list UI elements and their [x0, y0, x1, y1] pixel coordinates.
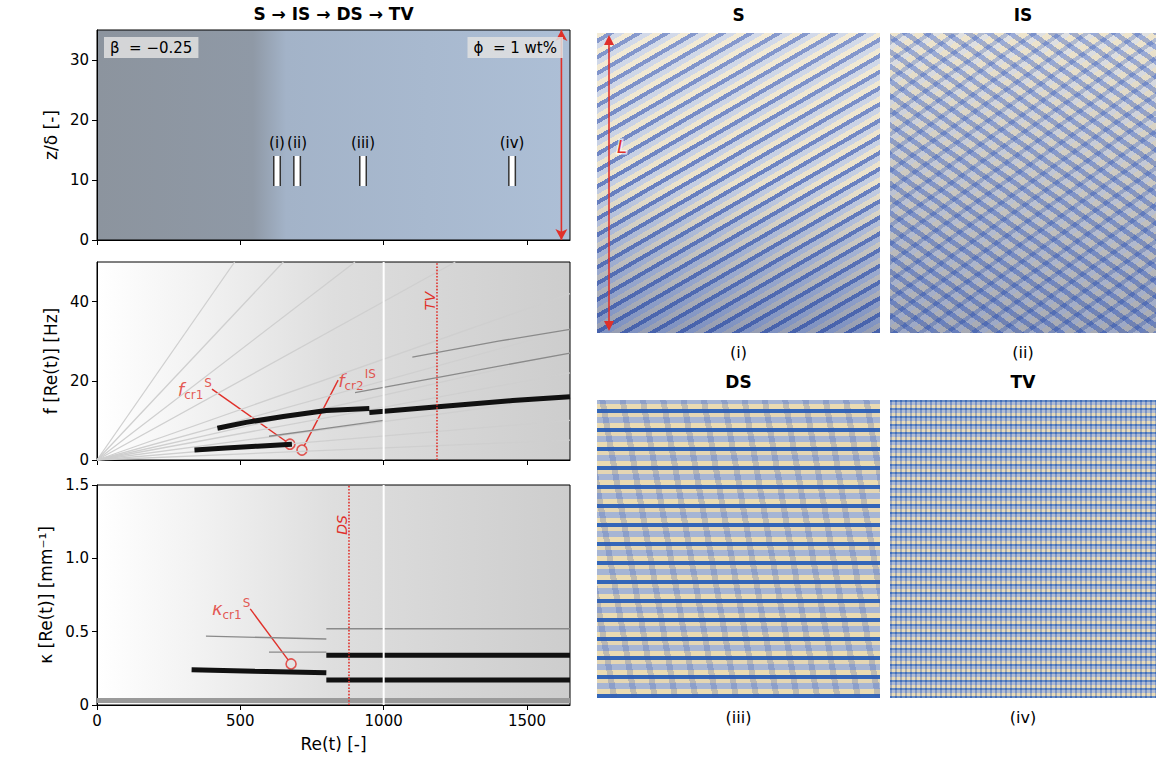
- html-text:(iii): (iii): [725, 708, 752, 727]
- svg-text:500: 500: [226, 712, 255, 730]
- svg-text:β = −0.25: β = −0.25: [110, 39, 192, 57]
- html-text:(iv): (iv): [1009, 708, 1037, 727]
- svg-text:TV: TV: [422, 291, 438, 311]
- svg-text:IS: IS: [365, 367, 376, 381]
- svg-text:30: 30: [70, 51, 89, 69]
- svg-text:1.5: 1.5: [65, 476, 89, 494]
- html-text:S: S: [732, 5, 745, 25]
- html-text:fcr2: fcr2: [338, 369, 364, 394]
- svg-text:40: 40: [70, 293, 89, 311]
- svg-text:(i): (i): [269, 134, 285, 152]
- svg-text:(iv): (iv): [500, 134, 525, 152]
- svg-text:0: 0: [79, 451, 89, 469]
- svg-text:1.0: 1.0: [65, 549, 89, 567]
- svg-text:κ: κ: [212, 598, 223, 619]
- svg-text:0: 0: [79, 696, 89, 714]
- html-text:(ii): (ii): [1012, 343, 1034, 362]
- svg-text:κ [Re(t)] [mm⁻¹]: κ [Re(t)] [mm⁻¹]: [36, 526, 56, 664]
- svg-text:20: 20: [70, 111, 89, 129]
- svg-text:0: 0: [79, 231, 89, 249]
- svg-text:ϕ = 1 wt%: ϕ = 1 wt%: [474, 39, 557, 57]
- svg-text:L: L: [617, 136, 627, 157]
- svg-text:10: 10: [70, 171, 89, 189]
- svg-text:0.5: 0.5: [65, 623, 89, 641]
- svg-text:f [Re(t)] [Hz]: f [Re(t)] [Hz]: [41, 308, 61, 414]
- html-text:S → IS → DS → TV: S → IS → DS → TV: [253, 4, 414, 24]
- html-text:fcr1: fcr1: [177, 378, 204, 403]
- svg-text:1500: 1500: [508, 712, 546, 730]
- svg-text:(ii): (ii): [287, 134, 307, 152]
- svg-text:Re(t) [-]: Re(t) [-]: [300, 734, 366, 754]
- html-text:TV: TV: [1010, 372, 1036, 392]
- svg-text:(iii): (iii): [351, 134, 375, 152]
- svg-text:S: S: [204, 376, 212, 390]
- html-text:(i): (i): [730, 343, 747, 362]
- svg-text:S: S: [243, 596, 251, 610]
- svg-text:20: 20: [70, 372, 89, 390]
- svg-text:cr1: cr1: [222, 608, 241, 622]
- svg-text:1000: 1000: [365, 712, 403, 730]
- svg-text:DS: DS: [334, 515, 350, 535]
- svg-text:z/δ [-]: z/δ [-]: [41, 110, 61, 160]
- html-text:IS: IS: [1013, 5, 1033, 25]
- svg-text:0: 0: [92, 712, 102, 730]
- html-text:DS: DS: [725, 372, 752, 392]
